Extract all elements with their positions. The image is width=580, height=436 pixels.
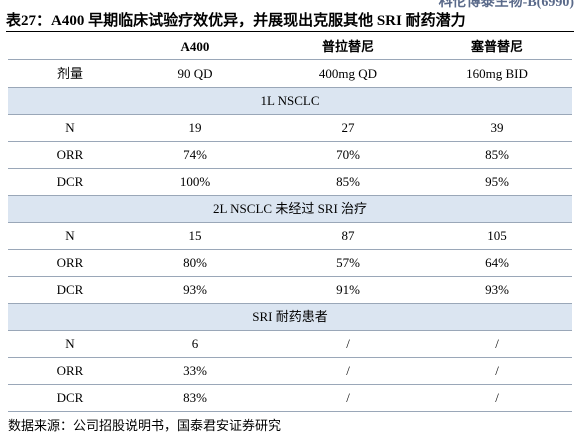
column-header: 塞普替尼 xyxy=(470,39,523,54)
table-cell: 74% xyxy=(183,147,207,162)
section-title: 1L NSCLC xyxy=(260,93,320,108)
section-title: SRI 耐药患者 xyxy=(252,309,328,324)
table-cell: 57% xyxy=(336,255,360,270)
report-name: 科伦博泰生物-B(6990) xyxy=(438,0,574,10)
table-cell: 70% xyxy=(336,147,360,162)
source-note: 数据来源：公司招股说明书，国泰君安证券研究 xyxy=(8,418,282,433)
table-title: 表27：A400 早期临床试验疗效优异，并展现出克服其他 SRI 耐药潜力 xyxy=(6,13,466,29)
table-cell: N xyxy=(65,228,75,243)
table-cell: / xyxy=(495,336,499,351)
table-cell: 87 xyxy=(341,228,355,243)
table-cell: 33% xyxy=(183,363,207,378)
column-header: A400 xyxy=(180,39,210,54)
title-rule xyxy=(6,31,574,32)
table-cell: N xyxy=(65,336,75,351)
table-cell: 19 xyxy=(188,120,202,135)
table-cell: 39 xyxy=(490,120,504,135)
table-cell: 105 xyxy=(487,228,507,243)
table-cell: 100% xyxy=(179,174,211,189)
table-cell: 剂量 xyxy=(56,66,83,81)
table-cell: 64% xyxy=(485,255,509,270)
table-cell: 91% xyxy=(336,282,360,297)
table-cell: 83% xyxy=(183,390,207,405)
table-cell: / xyxy=(346,336,350,351)
table-cell: N xyxy=(65,120,75,135)
table-cell: 85% xyxy=(336,174,360,189)
table-cell: 90 QD xyxy=(177,66,213,81)
table-cell: 95% xyxy=(485,174,509,189)
table-cell: 6 xyxy=(191,336,199,351)
table-cell: 85% xyxy=(485,147,509,162)
table-cell: 93% xyxy=(485,282,509,297)
table-cell: ORR xyxy=(56,363,84,378)
table-row: DCR 93% 91% 93% xyxy=(8,277,572,304)
table-row: N 15 87 105 xyxy=(8,223,572,250)
section-row: 2L NSCLC 未经过 SRI 治疗 xyxy=(8,196,572,223)
table-cell: / xyxy=(346,363,350,378)
table-row: ORR 80% 57% 64% xyxy=(8,250,572,277)
section-row: SRI 耐药患者 xyxy=(8,304,572,331)
table-cell: DCR xyxy=(56,282,84,297)
table-cell: / xyxy=(346,390,350,405)
section-title: 2L NSCLC 未经过 SRI 治疗 xyxy=(212,201,368,216)
table-row: ORR 74% 70% 85% xyxy=(8,142,572,169)
table-row: DCR 100% 85% 95% xyxy=(8,169,572,196)
column-header: 普拉替尼 xyxy=(321,39,374,54)
table-cell: 93% xyxy=(183,282,207,297)
dose-row: 剂量 90 QD 400mg QD 160mg BID xyxy=(8,60,572,88)
table-row: N 19 27 39 xyxy=(8,115,572,142)
table-cell: 80% xyxy=(183,255,207,270)
table-cell: 160mg BID xyxy=(466,66,528,81)
table-row: DCR 83% / / xyxy=(8,385,572,412)
table-cell: ORR xyxy=(56,147,84,162)
table-cell: DCR xyxy=(56,174,84,189)
table-row: ORR 33% / / xyxy=(8,358,572,385)
table-cell: 400mg QD xyxy=(318,66,378,81)
table-cell: DCR xyxy=(56,390,84,405)
table-cell: 27 xyxy=(341,120,355,135)
table-cell: / xyxy=(495,363,499,378)
table-cell: ORR xyxy=(56,255,84,270)
header-row: A400 普拉替尼 塞普替尼 xyxy=(8,34,572,60)
section-row: 1L NSCLC xyxy=(8,88,572,115)
table-cell: 15 xyxy=(188,228,202,243)
table-cell: / xyxy=(495,390,499,405)
table-row: N 6 / / xyxy=(8,331,572,358)
